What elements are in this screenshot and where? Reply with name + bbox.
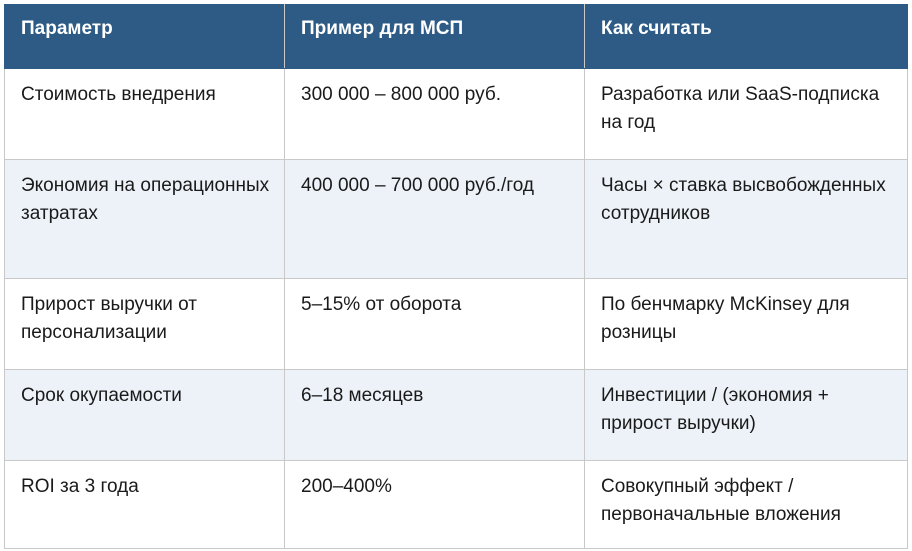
- cell-example: 300 000 – 800 000 руб.: [284, 68, 585, 160]
- cell-how-to-calc: По бенчмарку McKinsey для розницы: [584, 278, 908, 370]
- cell-example: 400 000 – 700 000 руб./год: [284, 159, 585, 279]
- header-example: Пример для МСП: [284, 4, 585, 69]
- table-header-row: Параметр Пример для МСП Как считать: [4, 4, 908, 69]
- cell-how-to-calc: Часы × ставка высвобожденных сотрудников: [584, 159, 908, 279]
- cell-example: 6–18 месяцев: [284, 369, 585, 461]
- header-parameter: Параметр: [4, 4, 285, 69]
- table-row: Экономия на операционных затратах 400 00…: [4, 159, 908, 279]
- cell-example: 5–15% от оборота: [284, 278, 585, 370]
- cell-parameter: Экономия на операционных затратах: [4, 159, 285, 279]
- cell-example: 200–400%: [284, 460, 585, 549]
- cell-parameter: ROI за 3 года: [4, 460, 285, 549]
- cell-how-to-calc: Инвестиции / (экономия + прирост выручки…: [584, 369, 908, 461]
- cell-parameter: Срок окупаемости: [4, 369, 285, 461]
- table-row: Срок окупаемости 6–18 месяцев Инвестиции…: [4, 369, 908, 461]
- cell-how-to-calc: Совокупный эффект / первоначальные вложе…: [584, 460, 908, 549]
- comparison-table: Параметр Пример для МСП Как считать Стои…: [4, 4, 908, 549]
- table-row: Стоимость внедрения 300 000 – 800 000 ру…: [4, 68, 908, 160]
- table-row: ROI за 3 года 200–400% Совокупный эффект…: [4, 460, 908, 549]
- header-how-to-calc: Как считать: [584, 4, 908, 69]
- cell-parameter: Прирост выручки от персонализации: [4, 278, 285, 370]
- table-row: Прирост выручки от персонализации 5–15% …: [4, 278, 908, 370]
- cell-parameter: Стоимость внедрения: [4, 68, 285, 160]
- cell-how-to-calc: Разработка или SaaS-подписка на год: [584, 68, 908, 160]
